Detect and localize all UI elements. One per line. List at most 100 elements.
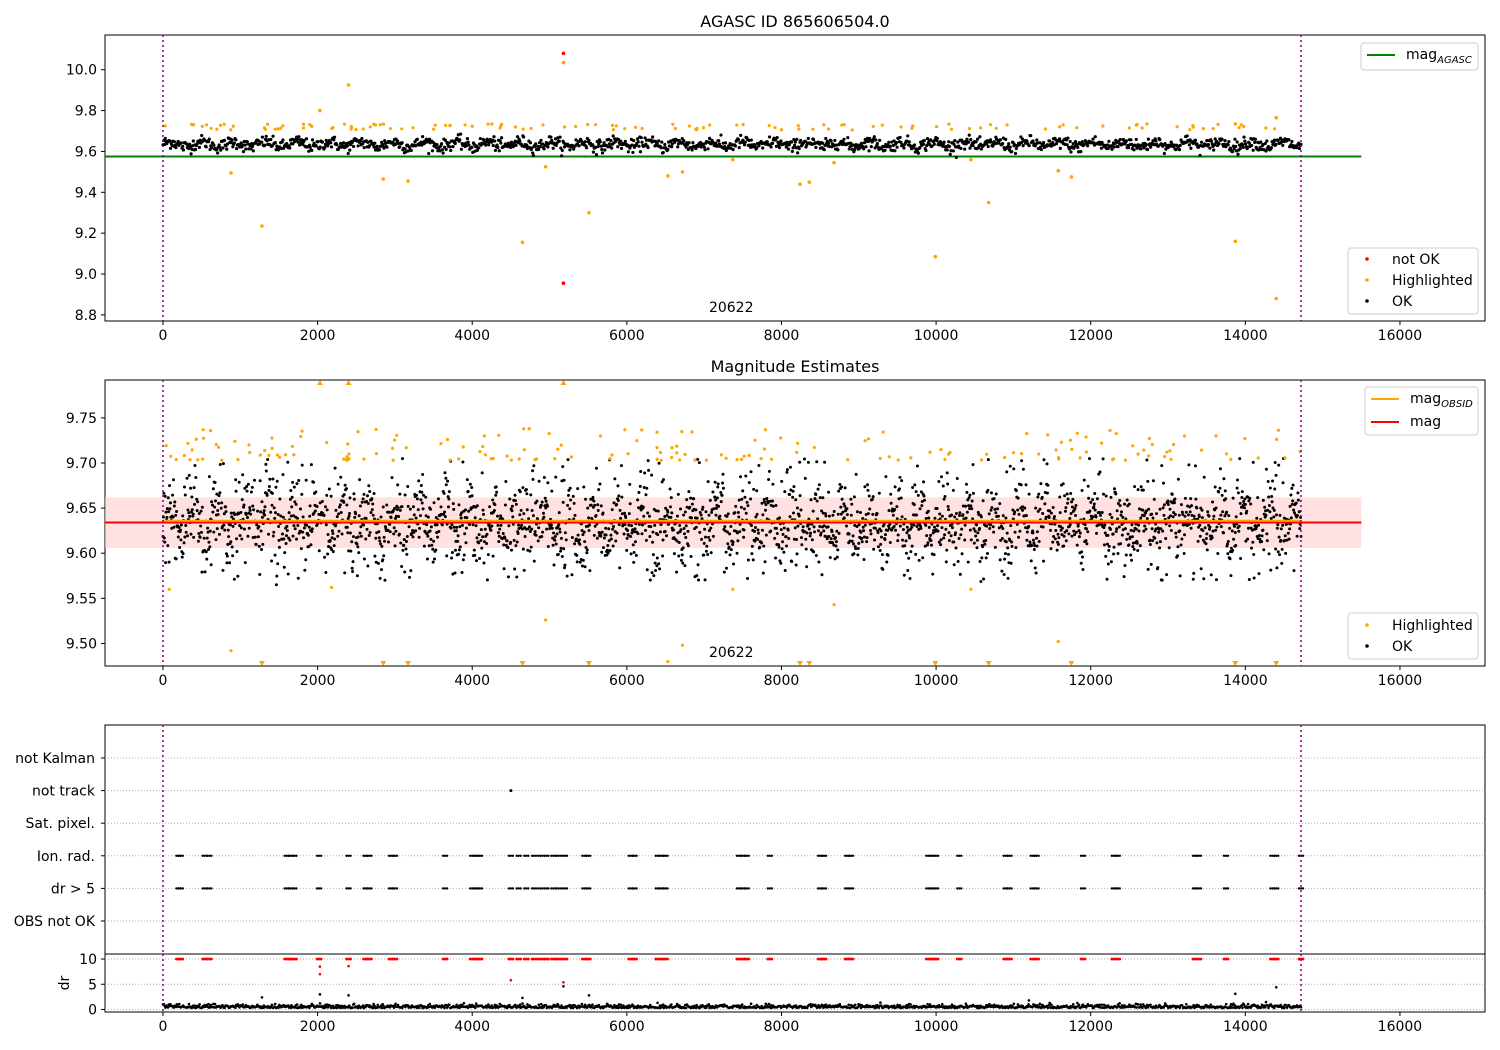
- ok-point: [1270, 494, 1274, 498]
- ok-point: [1177, 513, 1181, 517]
- ok-point: [400, 505, 404, 509]
- ok-point: [452, 525, 456, 529]
- ok-point: [1132, 148, 1136, 152]
- ok-point: [940, 526, 944, 530]
- ok-point: [986, 488, 990, 492]
- flag-event: [843, 887, 847, 890]
- ok-point: [346, 517, 350, 521]
- flag-row-label: not Kalman: [15, 751, 95, 767]
- highlighted-point: [598, 434, 603, 438]
- ok-point: [1183, 514, 1187, 518]
- ok-point: [642, 485, 646, 489]
- ok-point: [1047, 515, 1051, 519]
- ok-point: [555, 532, 559, 536]
- ok-point: [528, 141, 533, 145]
- ok-point: [1055, 548, 1059, 552]
- panel2-ytick-label: 9.65: [66, 501, 97, 517]
- ok-point: [468, 482, 472, 486]
- ok-point: [778, 559, 782, 563]
- ok-point: [826, 525, 830, 529]
- ok-point: [457, 503, 461, 507]
- ok-point: [760, 501, 764, 505]
- ok-point: [629, 535, 633, 539]
- ok-point: [1171, 515, 1175, 519]
- ok-point: [670, 145, 674, 149]
- ok-point: [512, 538, 516, 542]
- ok-point: [1277, 535, 1281, 539]
- ok-point: [352, 492, 356, 496]
- flag-event: [743, 854, 746, 857]
- panel1-xtick-label: 6000: [609, 328, 645, 344]
- ok-point: [1240, 490, 1244, 494]
- ok-point: [686, 544, 690, 548]
- ok-point: [874, 138, 878, 142]
- ok-point: [615, 502, 619, 506]
- ok-point: [1039, 482, 1043, 486]
- ok-point: [787, 143, 791, 147]
- ok-point: [1064, 506, 1068, 510]
- ok-point: [491, 143, 495, 148]
- ok-point: [898, 135, 902, 140]
- ok-point: [379, 542, 383, 546]
- ok-point: [1187, 522, 1191, 526]
- flag-event: [658, 887, 661, 890]
- ok-point: [368, 530, 372, 534]
- highlighted-point: [439, 442, 443, 446]
- ok-point: [302, 536, 306, 540]
- ok-point: [533, 530, 537, 534]
- flag-event: [317, 887, 321, 890]
- flag-event: [747, 887, 750, 890]
- ok-point: [947, 140, 951, 144]
- ok-point: [719, 133, 723, 137]
- ok-point: [1206, 510, 1210, 514]
- ok-point: [987, 512, 991, 516]
- ok-point: [343, 571, 347, 575]
- highlighted-point: [374, 427, 378, 432]
- ok-point: [1111, 532, 1115, 536]
- ok-point: [1058, 495, 1062, 499]
- ok-point: [1005, 531, 1009, 535]
- ok-point: [1283, 534, 1287, 538]
- ok-point: [989, 140, 993, 144]
- ok-point: [1197, 515, 1201, 519]
- ok-point: [893, 485, 897, 489]
- ok-point: [809, 498, 813, 502]
- ok-point: [861, 525, 865, 529]
- ok-point: [290, 505, 294, 509]
- highlighted-point: [513, 125, 518, 129]
- ok-point: [973, 529, 977, 533]
- ok-point: [862, 558, 866, 562]
- ok-point: [1112, 487, 1116, 491]
- ok-point: [1223, 514, 1227, 518]
- obsid-label: 20622: [709, 645, 754, 661]
- ok-point: [402, 537, 406, 541]
- ok-point: [447, 141, 451, 145]
- ok-point: [250, 142, 254, 146]
- highlighted-point: [683, 452, 687, 456]
- ok-point: [646, 511, 650, 515]
- ok-point: [513, 499, 517, 503]
- flag-event: [507, 887, 511, 890]
- ok-point: [235, 146, 239, 151]
- flag-event: [741, 854, 745, 857]
- ok-point: [284, 541, 288, 545]
- ok-point: [403, 493, 407, 497]
- ok-point: [497, 149, 501, 153]
- ok-point: [683, 564, 687, 568]
- ok-point: [646, 459, 650, 463]
- ok-point: [524, 487, 528, 491]
- highlighted-point: [871, 124, 875, 129]
- ok-point: [617, 494, 621, 498]
- ok-point: [255, 523, 259, 527]
- ok-point: [1109, 527, 1113, 531]
- ok-point: [418, 526, 422, 530]
- ok-point: [425, 557, 429, 561]
- ok-point: [989, 491, 993, 495]
- ok-point: [651, 553, 655, 557]
- ok-point: [402, 544, 406, 548]
- flag-event: [770, 887, 774, 890]
- ok-point: [329, 145, 334, 149]
- ok-point: [196, 539, 200, 543]
- ok-point: [1082, 478, 1086, 482]
- ok-point: [1077, 535, 1081, 539]
